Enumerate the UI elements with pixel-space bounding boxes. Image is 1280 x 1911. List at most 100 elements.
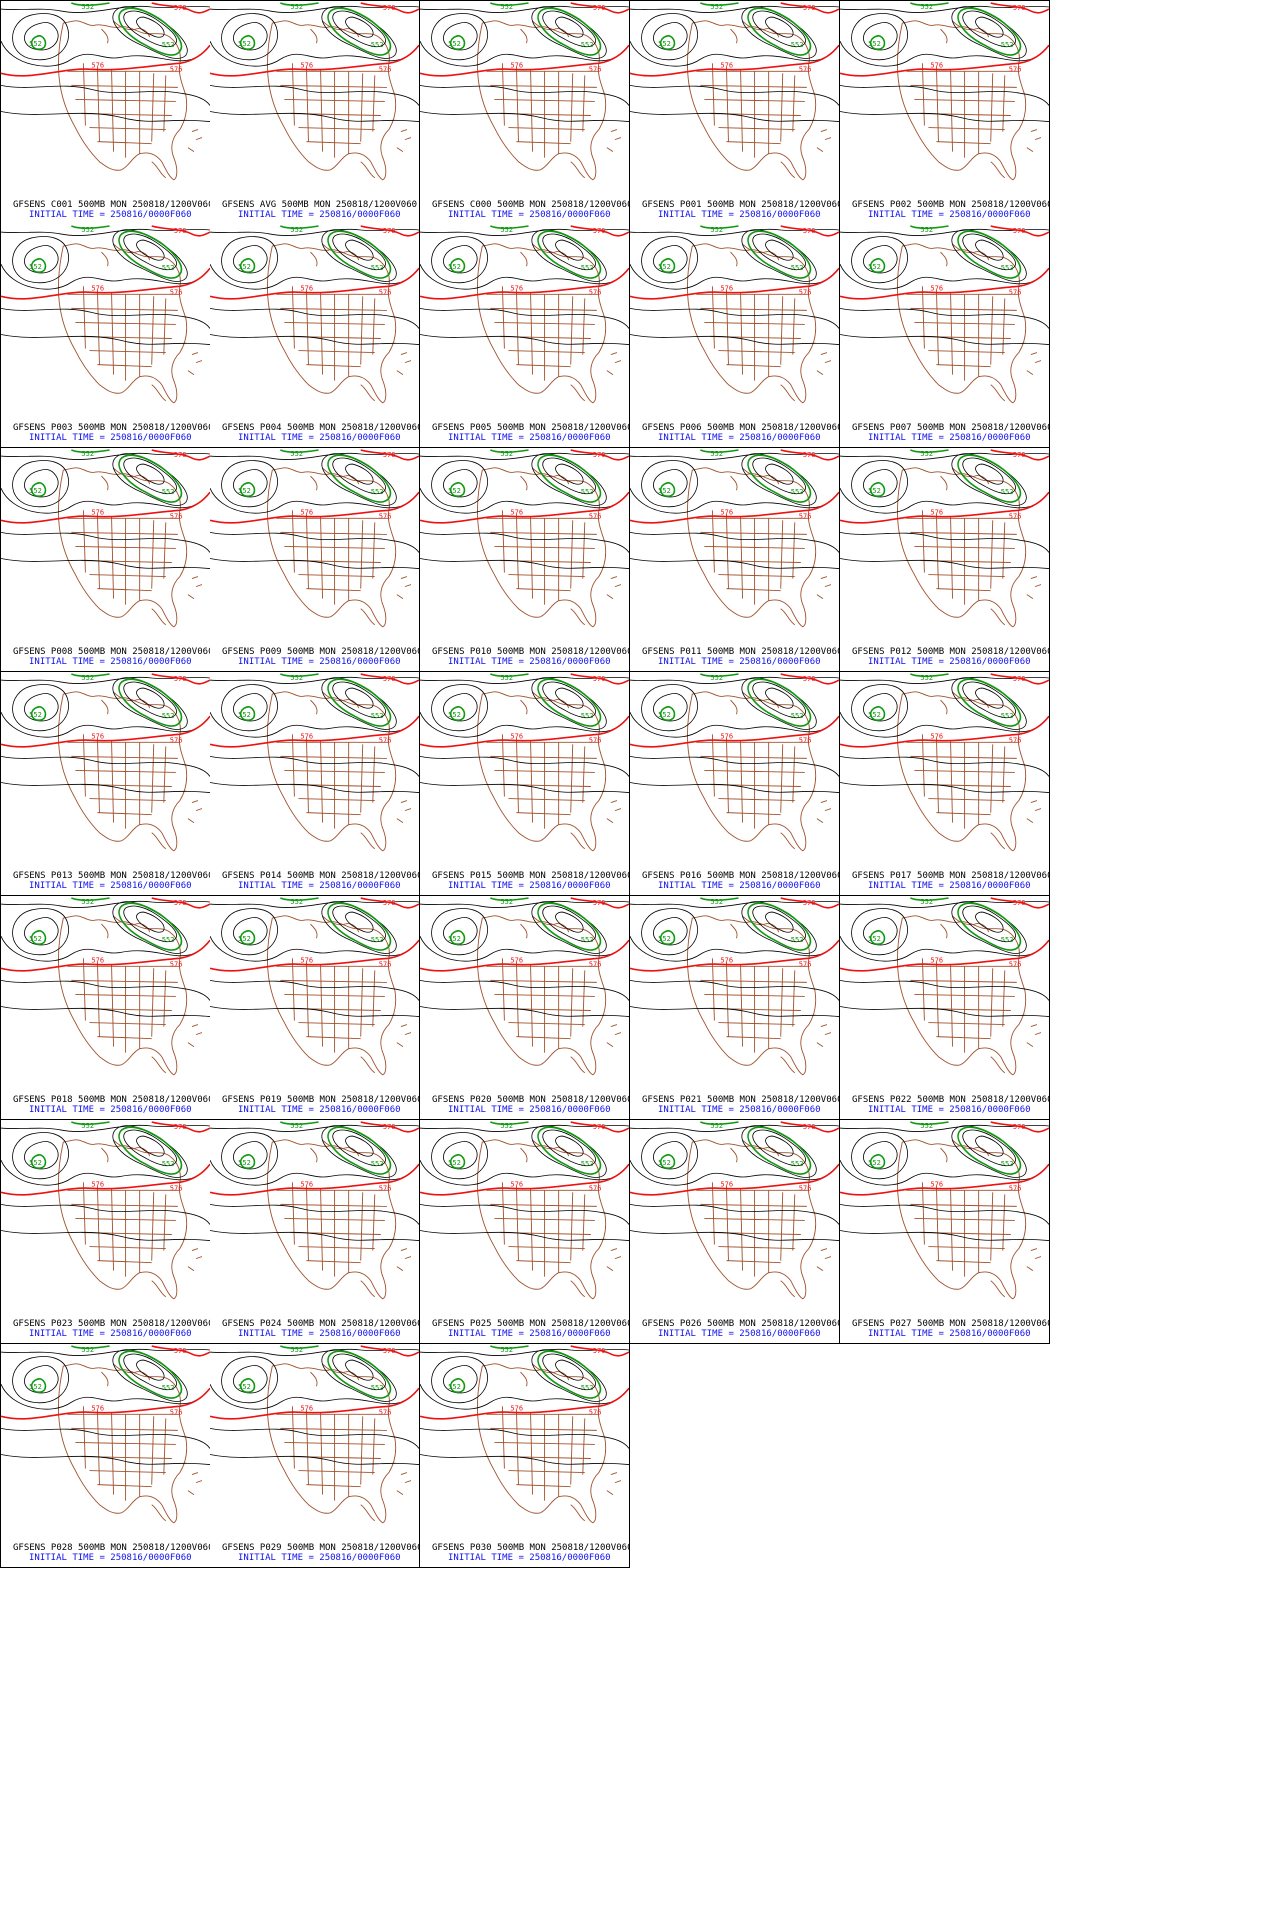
contour-label-552-west: 552 [29,710,42,719]
contour-label-576-center: 576 [720,60,733,69]
height-contours [1,225,210,345]
panel-initial-time: INITIAL TIME = 250816/0000F060 [238,1105,401,1115]
panel-initial-time: INITIAL TIME = 250816/0000F060 [448,1329,611,1339]
contour-label-576-east: 576 [1009,287,1022,296]
coastline-and-borders [58,1139,203,1300]
panel-caption: GFSENS P011 500MB MON 250818/1200V060 IN… [630,647,839,667]
contour-label-576-center: 576 [91,731,104,740]
ensemble-member-panel-8: 552 552 552 576 576 576 GFSENS P005 500M… [420,224,630,448]
contour-label-552-east: 552 [1001,263,1014,272]
panel-caption: GFSENS P004 500MB MON 250818/1200V060 IN… [210,423,419,443]
contour-label-576-northeast: 576 [1013,898,1026,907]
contour-label-552-east: 552 [581,1159,594,1168]
panel-title: GFSENS P022 500MB MON 250818/1200V060 [852,1095,1050,1105]
contour-label-576-northeast: 576 [593,1122,606,1131]
contour-label-576-northeast: 576 [593,450,606,459]
contour-label-576-center: 576 [930,731,943,740]
contour-label-552-east: 552 [1001,1159,1014,1168]
height-contour-map: 552 552 552 576 576 576 [630,449,839,628]
contour-labels: 552 552 552 576 576 576 [238,673,395,744]
contour-label-552-east: 552 [162,40,175,49]
ensemble-member-panel-5: 552 552 552 576 576 576 GFSENS P002 500M… [840,0,1050,225]
height-contour-map: 552 552 552 576 576 576 [1,225,210,404]
contour-label-576-center: 576 [300,731,313,740]
contour-label-552-east: 552 [791,1159,804,1168]
height-contour-map: 552 552 552 576 576 576 [840,1121,1049,1300]
ensemble-member-panel-13: 552 552 552 576 576 576 GFSENS P010 500M… [420,448,630,672]
ensemble-member-panel-10: 552 552 552 576 576 576 GFSENS P007 500M… [840,224,1050,448]
height-contour-map: 552 552 552 576 576 576 [420,1121,629,1300]
panel-initial-time: INITIAL TIME = 250816/0000F060 [448,210,611,220]
height-contour-map: 552 552 552 576 576 576 [210,2,419,181]
contour-label-576-northeast: 576 [803,898,816,907]
contour-label-576-northeast: 576 [1013,450,1026,459]
panel-initial-time: INITIAL TIME = 250816/0000F060 [448,433,611,443]
panel-caption: GFSENS P019 500MB MON 250818/1200V060 IN… [210,1095,419,1115]
contour-label-552-east: 552 [581,711,594,720]
height-contour-map: 552 552 552 576 576 576 [210,897,419,1076]
panel-title: GFSENS P028 500MB MON 250818/1200V060 [13,1543,211,1553]
contour-label-576-northeast: 576 [174,898,187,907]
ensemble-member-panel-7: 552 552 552 576 576 576 GFSENS P004 500M… [210,224,420,448]
height-contour-map: 552 552 552 576 576 576 [210,225,419,404]
height-contour-map: 552 552 552 576 576 576 [420,897,629,1076]
contour-label-552-west: 552 [448,934,461,943]
contour-label-552-north: 552 [290,897,303,906]
panel-caption: GFSENS P023 500MB MON 250818/1200V060 IN… [1,1319,210,1339]
coastline-and-borders [897,1139,1042,1300]
contour-label-552-west: 552 [238,934,251,943]
contour-label-552-north: 552 [290,449,303,458]
panel-title: GFSENS P005 500MB MON 250818/1200V060 [432,423,630,433]
contour-label-552-west: 552 [658,262,671,271]
ensemble-member-panel-11: 552 552 552 576 576 576 GFSENS P008 500M… [0,448,211,672]
coastline-and-borders [58,691,203,852]
height-contours [840,897,1049,1017]
contour-label-576-northeast: 576 [174,3,187,12]
panel-caption: GFSENS P009 500MB MON 250818/1200V060 IN… [210,647,419,667]
panel-initial-time: INITIAL TIME = 250816/0000F060 [448,1553,611,1563]
contour-label-576-center: 576 [510,283,523,292]
contour-labels: 552 552 552 576 576 576 [448,673,605,744]
coastline-and-borders [267,243,412,404]
panel-initial-time: INITIAL TIME = 250816/0000F060 [238,1553,401,1563]
contour-label-576-center: 576 [930,955,943,964]
coastline-and-borders [58,243,203,404]
panel-title: GFSENS C000 500MB MON 250818/1200V060 [432,200,630,210]
panel-caption: GFSENS P014 500MB MON 250818/1200V060 IN… [210,871,419,891]
panel-caption: GFSENS P005 500MB MON 250818/1200V060 IN… [420,423,629,443]
contour-label-552-north: 552 [290,225,303,234]
contour-label-552-west: 552 [238,262,251,271]
contour-label-576-center: 576 [300,507,313,516]
contour-label-552-north: 552 [920,449,933,458]
coastline-and-borders [477,915,622,1076]
height-contour-map: 552 552 552 576 576 576 [1,2,210,181]
contour-label-552-east: 552 [162,935,175,944]
contour-label-552-east: 552 [581,263,594,272]
panel-initial-time: INITIAL TIME = 250816/0000F060 [29,1329,192,1339]
ensemble-member-panel-24: 552 552 552 576 576 576 GFSENS P021 500M… [630,896,840,1120]
ensemble-member-panel-23: 552 552 552 576 576 576 GFSENS P020 500M… [420,896,630,1120]
contour-label-576-center: 576 [930,60,943,69]
contour-label-576-east: 576 [589,735,602,744]
height-contour-map: 552 552 552 576 576 576 [840,225,1049,404]
height-contour-map: 552 552 552 576 576 576 [210,673,419,852]
panel-initial-time: INITIAL TIME = 250816/0000F060 [868,433,1031,443]
coastline-and-borders [267,1363,412,1524]
ensemble-member-panel-6: 552 552 552 576 576 576 GFSENS P003 500M… [0,224,211,448]
contour-label-576-northeast: 576 [383,1122,396,1131]
height-contour-map: 552 552 552 576 576 576 [630,225,839,404]
contour-label-576-northeast: 576 [383,1346,396,1355]
contour-label-552-west: 552 [448,1158,461,1167]
panel-caption: GFSENS P022 500MB MON 250818/1200V060 IN… [840,1095,1049,1115]
contour-labels: 552 552 552 576 576 576 [658,897,815,968]
panel-initial-time: INITIAL TIME = 250816/0000F060 [658,433,821,443]
panel-initial-time: INITIAL TIME = 250816/0000F060 [868,210,1031,220]
contour-label-552-east: 552 [581,935,594,944]
height-contours [210,1345,419,1465]
panel-initial-time: INITIAL TIME = 250816/0000F060 [238,657,401,667]
contour-label-552-east: 552 [371,711,384,720]
panel-initial-time: INITIAL TIME = 250816/0000F060 [29,210,192,220]
contour-label-576-east: 576 [589,511,602,520]
contour-labels: 552 552 552 576 576 576 [448,2,605,73]
panel-title: GFSENS P021 500MB MON 250818/1200V060 [642,1095,840,1105]
